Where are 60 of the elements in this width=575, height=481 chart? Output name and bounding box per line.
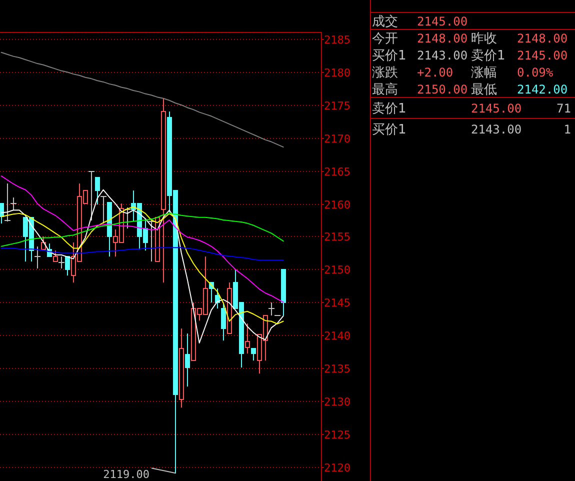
line-series xyxy=(0,212,284,247)
candlestick xyxy=(221,302,226,341)
text: 1 xyxy=(564,122,571,136)
y-tick-label: 2140 xyxy=(324,330,350,342)
y-tick-label: 2165 xyxy=(324,166,350,178)
line-series xyxy=(0,52,284,148)
line-series xyxy=(0,189,284,344)
candlestick xyxy=(107,202,112,257)
y-tick-label: 2175 xyxy=(324,100,350,112)
y-tick-label: 2145 xyxy=(324,296,350,310)
text: 卖价1 xyxy=(372,102,406,116)
candlestick xyxy=(0,203,4,224)
candlestick xyxy=(161,98,166,283)
y-tick-label: 2125 xyxy=(324,428,350,442)
candlestick xyxy=(95,177,100,205)
text: 最低 xyxy=(471,82,497,98)
text: 2143.00 xyxy=(471,122,522,136)
candlestick xyxy=(41,236,46,250)
text: 2148.00 xyxy=(417,32,468,46)
text: 2145.00 xyxy=(417,14,468,28)
text: 昨收 xyxy=(471,32,497,46)
candlestick xyxy=(281,269,286,316)
text: 0.09% xyxy=(517,66,554,80)
y-tick-label: 2120 xyxy=(324,462,350,474)
text: 2145.00 xyxy=(471,102,522,116)
text: 71 xyxy=(556,102,571,116)
text: +2.00 xyxy=(417,66,454,80)
text: 今开 xyxy=(372,32,398,46)
text: 2145.00 xyxy=(517,48,568,62)
text: 买价1 xyxy=(372,122,406,138)
text: 成交 xyxy=(372,14,398,30)
candlestick xyxy=(245,323,250,354)
y-tick-label: 2185 xyxy=(324,34,350,46)
y-tick-label: 2160 xyxy=(324,198,350,212)
text: 涨跌 xyxy=(372,66,398,80)
line-series xyxy=(0,175,284,303)
y-tick-label: 2155 xyxy=(324,230,350,244)
candlestick xyxy=(185,333,190,387)
annotation: 2119.00 xyxy=(103,468,150,481)
candlestick xyxy=(179,328,184,408)
candlestick xyxy=(215,288,220,309)
text: 涨幅 xyxy=(471,66,497,80)
line-series xyxy=(0,247,284,261)
text: 2148.00 xyxy=(517,32,568,46)
y-tick-label: 2170 xyxy=(324,132,350,146)
text: 2142.00 xyxy=(517,82,568,96)
text: 2143.00 xyxy=(417,48,468,62)
y-tick-label: 2150 xyxy=(324,264,350,276)
y-tick-label: 2180 xyxy=(324,66,350,80)
candlestick xyxy=(227,282,232,334)
text: 卖价1 xyxy=(471,48,506,64)
candlestick xyxy=(65,256,70,276)
y-tick-label: 2130 xyxy=(324,396,350,408)
candlestick xyxy=(251,348,256,361)
candlestick xyxy=(53,250,58,262)
text: 2150.00 xyxy=(417,82,468,96)
text: 买价1 xyxy=(372,48,406,64)
y-tick-label: 2135 xyxy=(324,362,350,376)
line-series xyxy=(0,206,284,324)
text: 最高 xyxy=(372,82,398,98)
